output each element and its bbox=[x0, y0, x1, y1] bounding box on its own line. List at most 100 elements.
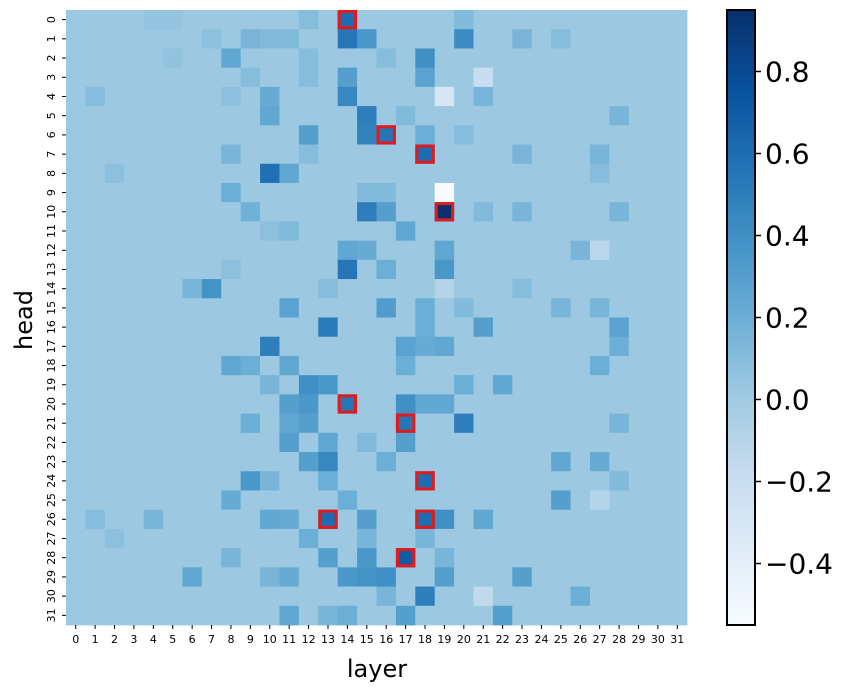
heatmap-cell-h23-l24 bbox=[531, 452, 552, 472]
heatmap-cell-h30-l18 bbox=[415, 586, 436, 607]
heatmap-cell-h5-l1 bbox=[85, 106, 106, 126]
y-tick-label: 10 bbox=[45, 205, 58, 219]
heatmap-cell-h25-l1 bbox=[85, 490, 106, 511]
heatmap-cell-h13-l20 bbox=[454, 259, 474, 280]
heatmap-cell-h27-l28 bbox=[609, 528, 630, 549]
y-tick-label: 28 bbox=[45, 551, 58, 565]
heatmap-cell-h30-l9 bbox=[240, 586, 261, 607]
heatmap-cell-h3-l31 bbox=[667, 67, 688, 88]
heatmap-cell-h1-l16 bbox=[376, 29, 397, 49]
heatmap-cell-h15-l21 bbox=[473, 298, 494, 318]
heatmap-cell-h3-l19 bbox=[434, 67, 455, 88]
heatmap-cell-h30-l15 bbox=[357, 586, 377, 607]
heatmap-cell-h6-l20 bbox=[454, 125, 474, 145]
heatmap-cell-h5-l24 bbox=[531, 106, 552, 126]
heatmap-cell-h21-l1 bbox=[85, 413, 106, 434]
heatmap-cell-h6-l8 bbox=[221, 125, 242, 145]
heatmap-cell-h4-l17 bbox=[395, 86, 416, 107]
heatmap-cell-h16-l27 bbox=[589, 317, 610, 338]
heatmap-cell-h24-l20 bbox=[454, 471, 474, 491]
heatmap-cell-h19-l25 bbox=[551, 375, 571, 395]
heatmap-cell-h17-l4 bbox=[143, 336, 164, 357]
heatmap-cell-h2-l1 bbox=[85, 48, 106, 69]
heatmap-cell-h8-l6 bbox=[182, 163, 203, 184]
heatmap-cell-h30-l14 bbox=[337, 586, 358, 607]
heatmap-cell-h11-l31 bbox=[667, 221, 688, 242]
heatmap-cell-h31-l12 bbox=[298, 605, 319, 626]
heatmap-cell-h20-l10 bbox=[260, 394, 280, 414]
heatmap-cell-h12-l1 bbox=[85, 240, 106, 261]
heatmap-cell-h18-l12 bbox=[298, 355, 319, 376]
heatmap-cell-h1-l15 bbox=[357, 29, 377, 49]
heatmap-cell-h5-l0 bbox=[66, 106, 86, 126]
heatmap-cell-h17-l28 bbox=[609, 336, 630, 357]
heatmap-cell-h24-l15 bbox=[357, 471, 377, 491]
heatmap-cell-h29-l10 bbox=[260, 567, 280, 587]
x-tick-label: 10 bbox=[263, 633, 277, 646]
heatmap-cell-h3-l8 bbox=[221, 67, 242, 88]
heatmap-cell-h21-l18 bbox=[415, 413, 436, 434]
heatmap-cell-h30-l29 bbox=[628, 586, 649, 607]
heatmap-cell-h27-l7 bbox=[201, 528, 222, 549]
heatmap-cell-h22-l15 bbox=[357, 432, 377, 453]
heatmap-cell-h2-l24 bbox=[531, 48, 552, 69]
heatmap-cell-h17-l14 bbox=[337, 336, 358, 357]
heatmap-cell-h22-l21 bbox=[473, 432, 494, 453]
heatmap-cell-h11-l7 bbox=[201, 221, 222, 242]
heatmap-cell-h9-l19 bbox=[434, 182, 455, 203]
heatmap-cell-h2-l20 bbox=[454, 48, 474, 69]
heatmap-cell-h26-l14 bbox=[337, 509, 358, 530]
heatmap-cell-h29-l17 bbox=[395, 567, 416, 587]
heatmap-cell-h18-l26 bbox=[570, 355, 591, 376]
heatmap-cell-h27-l5 bbox=[163, 528, 183, 549]
heatmap-cell-h23-l11 bbox=[279, 452, 300, 472]
heatmap-cell-h6-l23 bbox=[512, 125, 533, 145]
heatmap-cell-h14-l5 bbox=[163, 279, 183, 299]
heatmap-cell-h11-l23 bbox=[512, 221, 533, 242]
heatmap-cell-h13-l27 bbox=[589, 259, 610, 280]
heatmap-cell-h12-l22 bbox=[492, 240, 513, 261]
heatmap-cell-h20-l6 bbox=[182, 394, 203, 414]
heatmap-cell-h5-l23 bbox=[512, 106, 533, 126]
heatmap-cell-h19-l30 bbox=[648, 375, 668, 395]
heatmap-cell-h24-l11 bbox=[279, 471, 300, 491]
heatmap-cell-h1-l2 bbox=[104, 29, 125, 49]
heatmap-cell-h13-l13 bbox=[318, 259, 339, 280]
heatmap-cell-h7-l21 bbox=[473, 144, 494, 165]
heatmap-cell-h16-l3 bbox=[124, 317, 145, 338]
heatmap-cell-h31-l18 bbox=[415, 605, 436, 626]
heatmap-cell-h19-l1 bbox=[85, 375, 106, 395]
heatmap-cell-h10-l2 bbox=[104, 202, 125, 222]
heatmap-cell-h0-l6 bbox=[182, 10, 203, 30]
heatmap-cell-h29-l25 bbox=[551, 567, 571, 587]
heatmap-cell-h19-l18 bbox=[415, 375, 436, 395]
heatmap-cell-h11-l16 bbox=[376, 221, 397, 242]
heatmap-cell-h11-l17 bbox=[395, 221, 416, 242]
heatmap-cell-h30-l4 bbox=[143, 586, 164, 607]
heatmap-cell-h25-l28 bbox=[609, 490, 630, 511]
heatmap-cell-h19-l9 bbox=[240, 375, 261, 395]
heatmap-cell-h31-l13 bbox=[318, 605, 339, 626]
heatmap-cell-h6-l15 bbox=[357, 125, 377, 145]
heatmap-cell-h11-l1 bbox=[85, 221, 106, 242]
heatmap-cell-h24-l1 bbox=[85, 471, 106, 491]
heatmap-cell-h14-l29 bbox=[628, 279, 649, 299]
heatmap-cell-h23-l30 bbox=[648, 452, 668, 472]
heatmap-cell-h9-l8 bbox=[221, 182, 242, 203]
heatmap-cell-h0-l9 bbox=[240, 10, 261, 30]
heatmap-cell-h17-l27 bbox=[589, 336, 610, 357]
heatmap-cell-h15-l25 bbox=[551, 298, 571, 318]
y-tick-label: 29 bbox=[45, 570, 58, 584]
heatmap-cell-h1-l28 bbox=[609, 29, 630, 49]
heatmap-cell-h18-l8 bbox=[221, 355, 242, 376]
heatmap-cell-h11-l30 bbox=[648, 221, 668, 242]
heatmap-cell-h21-l5 bbox=[163, 413, 183, 434]
heatmap-cell-h1-l7 bbox=[201, 29, 222, 49]
heatmap-cell-h30-l17 bbox=[395, 586, 416, 607]
heatmap-cell-h23-l5 bbox=[163, 452, 183, 472]
heatmap-cell-h16-l7 bbox=[201, 317, 222, 338]
heatmap-cell-h16-l13 bbox=[318, 317, 339, 338]
heatmap-cell-h7-l26 bbox=[570, 144, 591, 165]
heatmap-cell-h18-l24 bbox=[531, 355, 552, 376]
heatmap-cell-h10-l7 bbox=[201, 202, 222, 222]
